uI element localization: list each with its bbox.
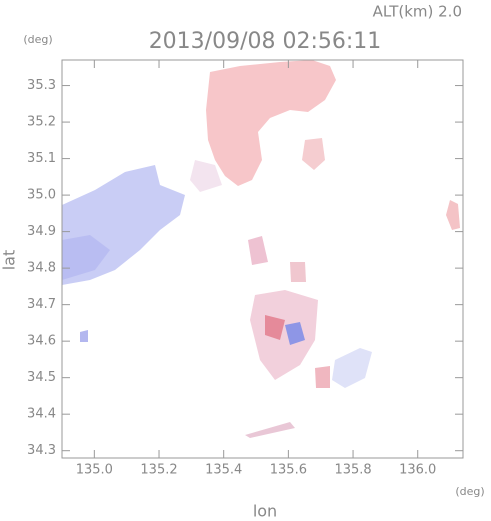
echo	[190, 160, 222, 192]
x-tick-label: 135.6	[270, 463, 307, 478]
y-tick-label: 35.0	[27, 188, 56, 203]
y-tick-label: 35.3	[27, 78, 56, 93]
x-unit: (deg)	[455, 485, 484, 498]
y-unit: (deg)	[23, 33, 52, 46]
echo	[446, 200, 460, 230]
plot-frame	[61, 59, 464, 459]
y-tick-label: 34.4	[27, 407, 56, 422]
altitude: ALT(km) 2.0	[373, 3, 462, 21]
echo	[332, 348, 372, 388]
y-tick-label: 35.2	[27, 115, 56, 130]
echo	[315, 366, 330, 388]
echo	[80, 330, 88, 342]
y-tick-label: 35.1	[27, 151, 56, 166]
echo	[245, 422, 295, 438]
y-tick-label: 34.7	[27, 297, 56, 312]
chart-title: 2013/09/08 02:56:11	[149, 29, 382, 54]
x-tick-label: 135.2	[140, 463, 177, 478]
echo	[62, 235, 110, 280]
x-axis-label: lon	[253, 502, 277, 521]
x-tick-label: 136.0	[399, 463, 436, 478]
echo	[302, 138, 325, 170]
echo	[285, 322, 305, 345]
y-tick-label: 34.3	[27, 443, 56, 458]
y-axis-label: lat	[0, 250, 19, 271]
x-tick-label: 135.8	[334, 463, 371, 478]
x-tick-label: 135.0	[76, 463, 113, 478]
y-tick-label: 34.6	[27, 334, 56, 349]
echo	[290, 262, 306, 282]
y-tick-label: 34.9	[27, 224, 56, 239]
echo	[206, 60, 336, 186]
echo-gap	[275, 124, 305, 142]
echo	[248, 236, 268, 265]
echo	[250, 290, 318, 380]
echo	[265, 315, 285, 340]
echoes	[62, 60, 460, 438]
x-tick-label: 135.4	[205, 463, 242, 478]
y-tick-label: 34.8	[27, 261, 56, 276]
y-tick-label: 34.5	[27, 370, 56, 385]
